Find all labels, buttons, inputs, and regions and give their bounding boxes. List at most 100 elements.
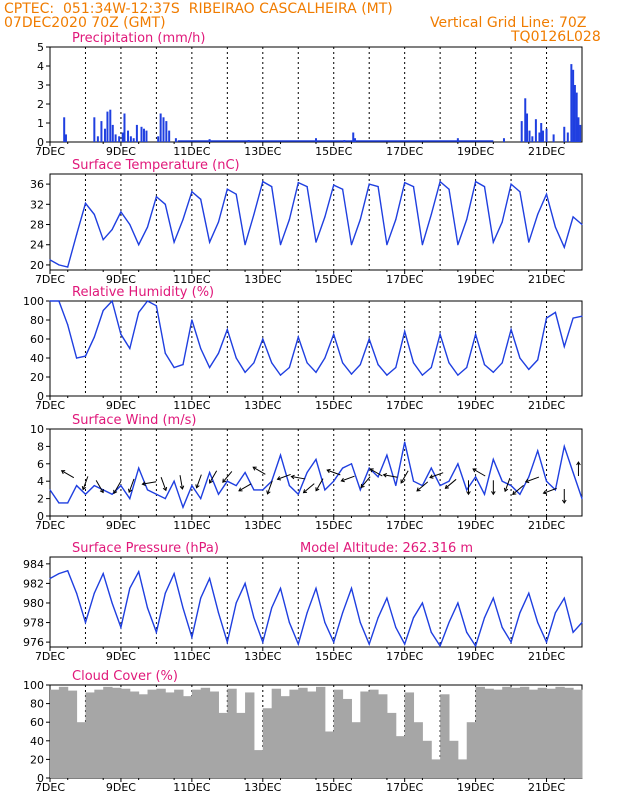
data-point [146,607,149,609]
data-point [315,371,317,373]
precip-bar [123,113,126,142]
data-point [279,374,282,376]
cloud-bar [440,694,450,778]
data-point [164,203,166,205]
wind-arrow-head [491,491,496,496]
precip-bar [573,85,576,142]
y-tick-label: 6 [37,458,44,471]
data-point [324,621,326,624]
precip-bar [96,136,99,142]
precip-bar [541,130,544,142]
data-point [93,592,95,594]
cloud-bar [342,698,352,778]
wind-arrow-head [466,491,471,496]
wind-arrow [504,477,511,492]
wind-arrow-head [416,487,421,492]
cloud-bar [253,750,264,778]
data-point [93,484,95,487]
x-tick-label: 9DEC [106,273,136,286]
data-point [226,328,228,331]
data-point [84,621,87,624]
data-point [226,641,228,643]
header-grid-line: Vertical Grid Line: 70Z [430,15,587,31]
data-point [253,489,255,491]
y-tick-label: 80 [30,314,44,327]
data-point [572,471,574,474]
y-tick-label: 0 [37,510,44,523]
wind-arrow [525,476,540,483]
data-point [138,467,140,469]
wind-arrow-head [113,489,118,495]
wind-arrow [291,476,306,480]
x-tick-label: 17DEC [386,145,423,158]
x-tick-label: 7DEC [35,519,65,532]
data-point [235,602,237,604]
data-point [84,202,87,204]
data-point [439,333,441,335]
y-tick-label: 0 [37,772,44,785]
data-point [492,371,494,373]
data-point [528,476,530,478]
data-point [191,191,193,193]
x-tick-label: 15DEC [315,781,352,794]
data-point [350,463,353,465]
wind-arrow [160,477,167,491]
precip-bar [552,134,555,142]
wind-arrow [472,468,486,477]
precip-bar [145,130,148,142]
data-point [191,319,193,321]
panel-title: Surface Wind (m/s) [72,413,196,428]
data-point [164,352,166,354]
data-point [164,592,166,594]
data-point [466,631,468,633]
cloud-bar [502,686,512,778]
x-tick-label: 15DEC [315,399,352,412]
data-point [475,333,477,335]
x-tick-label: 21DEC [528,781,565,794]
data-point [457,374,459,376]
precip-bar [142,128,145,142]
data-point [209,366,211,369]
x-tick-label: 11DEC [173,781,210,794]
data-point [200,498,202,500]
x-tick-label: 21DEC [528,145,565,158]
y-tick-label: 100 [23,295,44,308]
data-point [510,183,512,185]
data-point [155,493,157,495]
wind-arrow [95,480,104,493]
precip-bar [121,132,124,142]
data-point [510,328,512,331]
data-point [492,597,494,599]
x-tick-label: 9DEC [106,650,136,663]
x-tick-label: 17DEC [386,519,423,532]
data-point [253,617,255,619]
data-point [359,489,361,491]
cloud-bar [573,689,583,778]
data-point [572,317,574,319]
data-point [138,571,140,573]
y-tick-label: 0 [37,136,44,149]
y-tick-label: 24 [30,239,44,252]
wind-arrow-head [382,472,388,478]
cloud-bar [245,692,255,778]
data-point [368,643,370,645]
x-tick-label: 9DEC [106,399,136,412]
precip-bar [570,64,573,142]
x-tick-label: 13DEC [244,145,281,158]
data-point [226,188,228,190]
data-point [324,357,326,359]
data-point [58,264,60,266]
data-point [448,188,450,190]
data-point [342,362,344,364]
data-point [545,480,548,482]
data-point [475,476,477,478]
x-tick-label: 19DEC [457,781,494,794]
data-point [209,471,211,474]
wind-arrow-head [209,479,213,484]
wind-arrow-head [238,487,243,492]
data-point [173,480,175,482]
wind-arrow-head [141,481,146,486]
wind-arrow-head [60,470,66,475]
data-point [76,592,78,594]
cloud-bar [511,687,521,778]
